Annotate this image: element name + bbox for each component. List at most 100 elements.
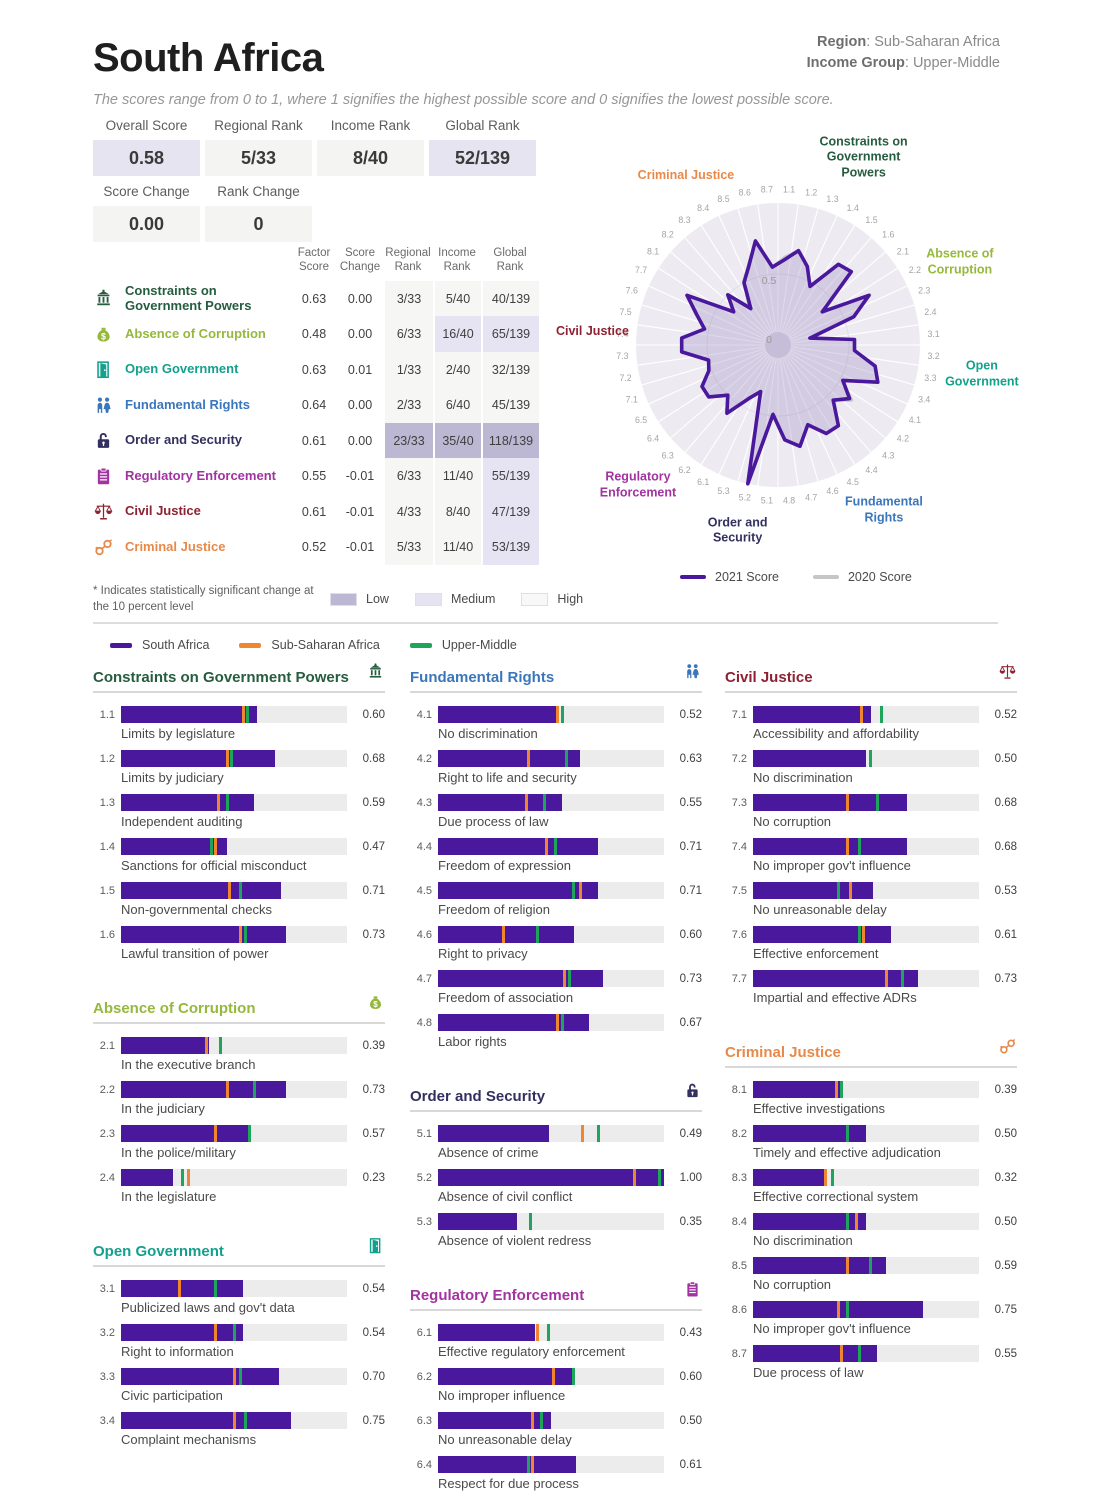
radar-ring-label-0: 0 [766,334,772,346]
summary-card: Global Rank 52/139 [429,118,536,176]
radar-axis-label: 7.6 [626,286,638,296]
subfactor-value: 0.32 [994,1171,1017,1184]
rank-level-label: Medium [450,592,496,606]
subfactor-bar-track [121,1125,347,1142]
subfactor-bar-fill [121,794,255,811]
subfactor-bar-fill [121,1125,250,1142]
subfactor-bar-line: 2.1 0.39 [93,1037,385,1054]
regional-average-tick [531,1412,535,1429]
income-average-tick [839,1081,843,1098]
radar-axis-label: 4.4 [865,465,877,475]
subfactor-bar-track [753,970,979,987]
subfactor-value: 0.71 [679,884,702,897]
subfactor-id: 3.1 [99,1282,115,1295]
series-legend-item: Upper-Middle [409,638,517,652]
subfactor-bar-line: 4.6 0.60 [410,926,702,943]
series-legend-swatch [239,642,262,648]
series-legend-swatch [110,642,132,648]
subfactor-bar: 1.6 0.73 Lawful transition of power [93,926,385,961]
income-rank-cell: 11/40 [433,529,481,565]
subfactor-value: 0.73 [362,1083,385,1096]
factor-row: Criminal Justice 0.52 -0.01 5/33 11/40 53/139 [93,529,539,565]
subfactor-label: Timely and effective adjudication [753,1145,941,1160]
padlock-icon [687,1083,698,1098]
subfactor-bar-line: 6.3 0.50 [410,1412,702,1429]
subfactor-bar-line: 8.5 0.59 [725,1257,1017,1274]
subfactor-bar-line: 2.4 0.23 [93,1169,385,1186]
factor-score-table: Factor Score Score Change Regional Rank … [93,246,539,565]
subfactor-bar-track [438,750,664,767]
subfactor-bar: 6.3 0.50 No unreasonable delay [410,1412,702,1447]
subfactor-bar-fill [121,838,228,855]
subfactor-bar-line: 8.2 0.50 [725,1125,1017,1142]
regional-average-tick [846,838,850,855]
radar-axis-label: 7.5 [619,307,631,317]
subfactor-id: 1.2 [99,752,115,765]
radar-axis-label: 1.2 [805,188,817,198]
subfactor-id: 7.4 [731,840,747,853]
subfactor-bar-line: 6.1 0.43 [410,1324,702,1341]
subfactor-bar: 3.2 0.54 Right to information [93,1324,385,1359]
subfactor-id: 2.4 [99,1171,115,1184]
summary-card-label: Global Rank [445,118,520,133]
subfactor-bar-fill [438,1412,551,1429]
income-average-tick [846,1125,850,1142]
subfactor-label: Respect for due process [438,1476,579,1491]
radar-axis-label: 2.1 [897,247,909,257]
regional-average-tick [884,970,888,987]
subfactor-bar-track [121,1169,347,1186]
factor-icon-cell: $ [93,324,125,345]
income-average-tick [540,1412,544,1429]
factor-group-title: Criminal Justice [725,1044,841,1061]
radar-chart: 1.1 1.2 1.3 1.4 1.5 1.6 2.1 2.2 2.3 2.4 3.1 3.2 3.3 3… [540,120,1094,590]
radar-axis-label: 8.6 [739,188,751,198]
subfactor-id: 1.1 [99,708,115,721]
subfactor-bar-track [121,1037,347,1054]
subfactor-bar-line: 8.7 0.55 [725,1345,1017,1362]
subfactor-id: 1.6 [99,928,115,941]
regional-average-tick [214,1125,218,1142]
subfactor-bar-track [438,1014,664,1031]
subfactor-label: Limits by legislature [121,726,236,741]
subfactor-bar-fill [753,1125,866,1142]
subfactor-id: 6.4 [416,1458,432,1471]
score-range-note: The scores range from 0 to 1, where 1 si… [93,92,834,108]
income-line: Income Group: Upper-Middle [806,55,1000,72]
subfactor-bar: 2.2 0.73 In the judiciary [93,1081,385,1116]
subfactor-bar-line: 4.4 0.71 [410,838,702,855]
factor-score-cell: 0.63 [301,291,327,306]
regional-average-tick [524,794,528,811]
income-average-tick [857,838,861,855]
moneybag-icon: $ [369,996,382,1009]
radar-factor-label: Fundamental Rights [845,494,923,524]
radar-legend: 2021 Score 2020 Score [680,570,912,584]
subfactor-bar-track [438,926,664,943]
subfactor-bar: 4.7 0.73 Freedom of association [410,970,702,1005]
subfactor-bar: 1.2 0.68 Limits by judiciary [93,750,385,785]
subfactor-bar-track [121,838,347,855]
income-average-tick [567,970,571,987]
radar-axis-label: 6.1 [697,477,709,487]
subfactor-label: No discrimination [438,726,538,741]
factor-group-title: Regulatory Enforcement [410,1287,585,1304]
subfactor-value: 0.60 [679,1370,702,1383]
income-average-tick [529,1213,533,1230]
radar-axis-label: 8.2 [662,230,674,240]
subfactor-bar-line: 2.2 0.73 [93,1081,385,1098]
radar-axis-label: 5.1 [761,496,773,506]
factor-group-title: Order and Security [410,1088,546,1105]
subfactor-id: 1.4 [99,840,115,853]
regional-average-tick [526,750,530,767]
income-average-tick [560,706,564,723]
subfactor-id: 6.2 [416,1370,432,1383]
regional-rank-cell: 6/33 [383,458,433,494]
radar-factor-label: Criminal Justice [637,168,735,183]
radar-axis-label: 3.3 [924,373,936,383]
factor-row: $ Absence of Corruption 0.48 0.00 6/33 16/40 6… [93,316,539,352]
subfactor-value: 0.39 [362,1039,385,1052]
factor-group: Fundamental Rights 4.1 0.52 No discriminati… [410,662,702,1049]
subfactor-bar: 8.2 0.50 Timely and effective adjudication [725,1125,1017,1160]
radar-axis-label: 6.2 [678,465,690,475]
regional-average-tick [531,1456,535,1473]
subfactor-value: 0.75 [362,1414,385,1427]
